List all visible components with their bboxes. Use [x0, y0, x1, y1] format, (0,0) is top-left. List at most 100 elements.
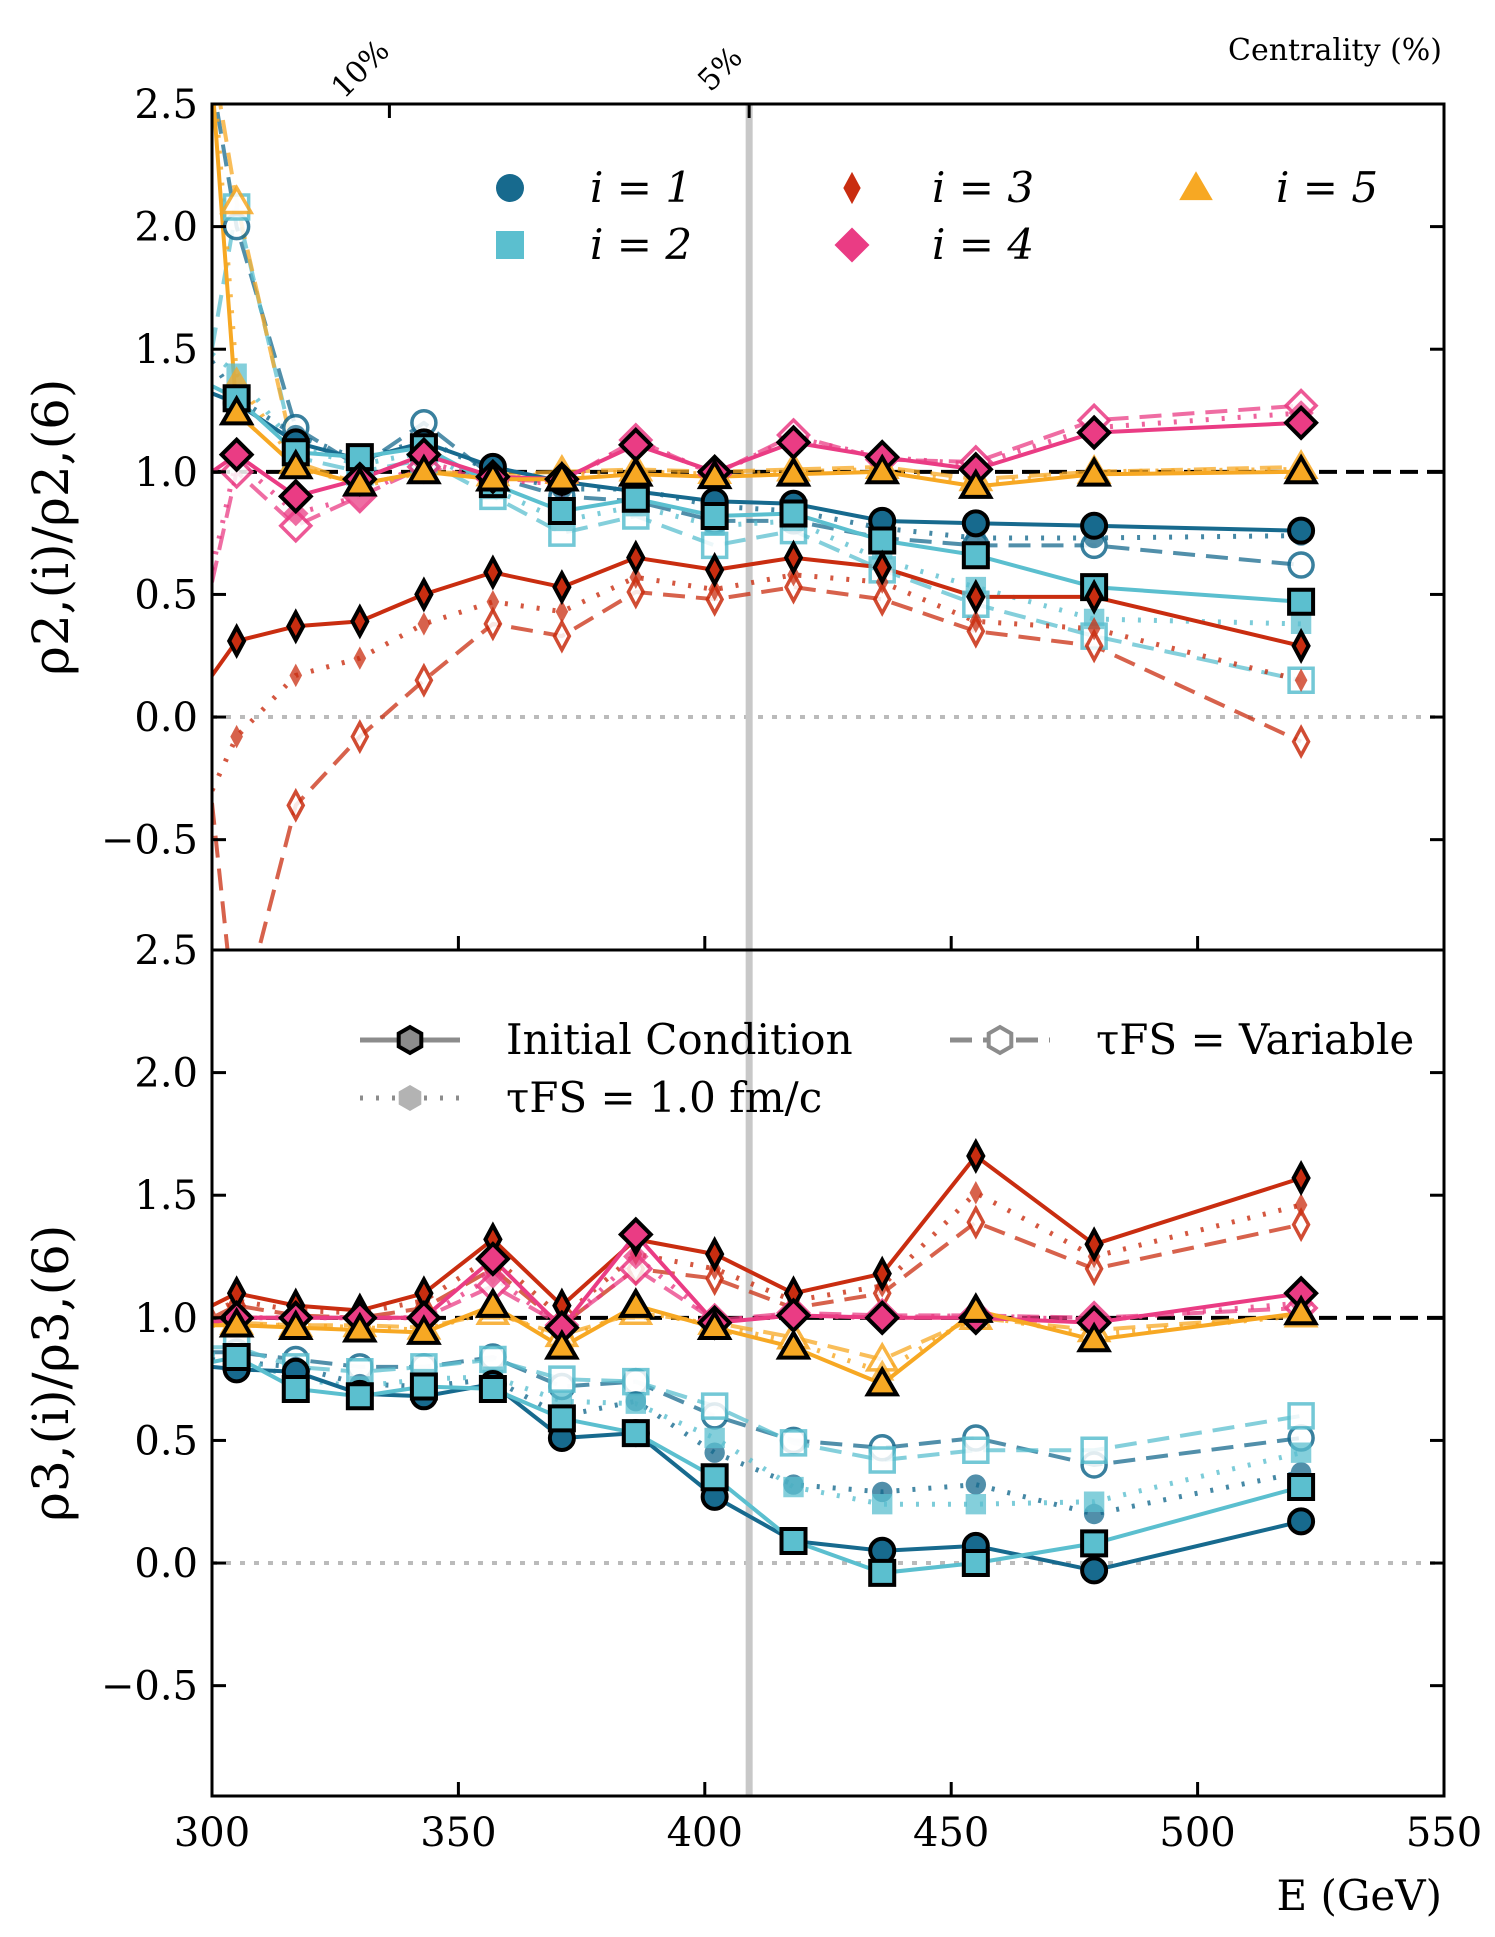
top-centrality-axis: Centrality (%) 10% 5%: [325, 33, 1442, 105]
data-point-i5-ic: [775, 455, 812, 487]
x-tick-label: 500: [1159, 1810, 1235, 1856]
data-point-i5-ic: [544, 1328, 580, 1360]
legend-marker-i1: [496, 174, 524, 202]
data-point-i2-ic: [700, 501, 729, 530]
data-point-i5-ic: [864, 453, 901, 485]
top-axis-title: Centrality (%): [1228, 33, 1442, 68]
y-tick-label: 2.5: [134, 928, 198, 974]
data-point-i2-ic: [222, 1343, 251, 1372]
data-point-i3-ic: [1291, 627, 1311, 664]
legend-hexagon-icon: [986, 1024, 1014, 1056]
series-line-i1-var: [214, 104, 1302, 567]
legend-item-i5: i = 5: [1179, 163, 1378, 212]
data-point-i5-ic: [696, 458, 733, 490]
top-axis-label: 5%: [691, 40, 749, 98]
legend-marker-i5: [1179, 171, 1213, 201]
data-point-i3-var: [784, 569, 803, 605]
series-line-i2-fs1: [212, 352, 1302, 627]
legend-item-i3: i = 3: [843, 163, 1034, 212]
bottom-panel-plot-area: [212, 950, 1444, 1796]
y-tick-label: 1.5: [134, 327, 198, 373]
data-point-i3-ic: [872, 1255, 892, 1292]
y-tick-label: 2.0: [134, 205, 198, 251]
data-point-i3-fs1: [230, 724, 243, 749]
data-point-i3-fs1: [555, 599, 569, 624]
data-point-i3-ic: [626, 539, 646, 576]
data-point-i3-fs1: [1294, 668, 1308, 692]
data-point-i5-ic: [864, 1365, 901, 1397]
data-point-i2-ic: [345, 443, 374, 472]
data-point-i5-ic: [957, 468, 994, 499]
legend-style-label: τFS = 1.0 fm/c: [506, 1073, 822, 1122]
data-point-i1-ic: [1080, 511, 1109, 540]
data-point-i3-ic: [872, 549, 892, 586]
data-point-i3-fs1: [708, 577, 721, 602]
x-axis-label: E (GeV): [1276, 1871, 1442, 1920]
data-point-i2-ic: [345, 1382, 374, 1411]
legend-style-ic: Initial Condition: [360, 1015, 853, 1064]
data-point-i2-var: [548, 1365, 576, 1393]
series-line-i3-var: [212, 585, 1302, 950]
data-point-i2-ic: [700, 1463, 729, 1492]
data-point-i1-ic: [961, 509, 990, 538]
y-tick-label: 0.0: [134, 1541, 198, 1587]
bottom-panel: −0.5 0.0 0.5 1.0 1.5 2.0 2.5 300 350 400 450 500 550: [101, 928, 1482, 1856]
data-point-i2-ic: [281, 1374, 310, 1403]
x-tick-label: 450: [913, 1810, 989, 1856]
data-point-i3-var: [1084, 1251, 1104, 1287]
data-point-i2-ic: [961, 541, 990, 570]
data-point-i4-ic: [617, 1216, 654, 1253]
data-point-i3-ic: [704, 551, 725, 588]
legend-marker-i2: [496, 231, 524, 259]
y-tick-label: 0.5: [134, 572, 198, 618]
data-point-i2-var: [1080, 1436, 1108, 1464]
data-point-i1-fs1: [965, 1474, 987, 1495]
series-line-i5-ic: [212, 104, 1302, 489]
data-point-i2-fs1: [872, 1493, 893, 1515]
data-point-i2-ic: [547, 497, 576, 526]
data-point-i3-var: [286, 787, 306, 823]
data-point-i3-ic: [1291, 1160, 1311, 1197]
data-point-i3-ic: [286, 608, 306, 645]
data-point-i3-fs1: [1294, 1193, 1308, 1217]
data-point-i3-fs1: [629, 565, 643, 589]
data-point-i2-fs1: [1083, 1491, 1105, 1512]
legend-label-i5: i = 5: [1276, 163, 1378, 212]
bottom-panel-frame: [210, 948, 1446, 1798]
series-line-i2-var: [212, 1345, 1302, 1463]
bottom-panel-ylabel: ρ3,(i)/ρ3,(6): [22, 1225, 80, 1522]
data-point-i4-ic: [1076, 414, 1112, 451]
data-point-i2-fs1: [704, 1427, 725, 1449]
data-point-i5-fs1: [224, 366, 249, 388]
y-tick-label: −0.5: [101, 1664, 198, 1710]
species-legend: i = 1 i = 2 i = 3 i = 4 i = 5: [496, 163, 1378, 269]
series-line-i1-fs1: [212, 1357, 1302, 1517]
data-point-i3-var: [1291, 1207, 1311, 1243]
series-line-i5-fs1: [213, 104, 1302, 489]
data-point-i5-var: [219, 184, 255, 215]
data-point-i2-fs1: [783, 1476, 804, 1498]
data-point-i3-var: [966, 1204, 986, 1240]
data-point-i3-fs1: [969, 1181, 983, 1205]
data-point-i5-ic: [475, 1287, 511, 1318]
data-point-i4-ic: [864, 1300, 901, 1336]
legend-item-i2: i = 2: [496, 220, 692, 269]
data-point-i3-ic: [704, 1236, 725, 1273]
data-point-i5-ic: [218, 1306, 255, 1338]
data-point-i3-var: [552, 618, 572, 654]
data-point-i1-ic: [1287, 516, 1316, 545]
legend-style-label: τFS = Variable: [1096, 1015, 1414, 1064]
data-point-i3-fs1: [1087, 617, 1101, 641]
data-point-i3-ic: [1084, 578, 1104, 615]
legend-hexagon-icon: [398, 1085, 422, 1111]
series-line-i1-var: [212, 1350, 1302, 1467]
legend-label-i1: i = 1: [590, 163, 692, 212]
data-point-i2-ic: [1287, 587, 1316, 616]
series-line-i3-ic: [212, 1154, 1302, 1313]
data-point-i5-ic: [277, 1309, 314, 1340]
data-point-i2-fs1: [1290, 1442, 1312, 1463]
series-line-i3-ic: [212, 555, 1302, 677]
top-panel: −0.5 0.0 0.5 1.0 1.5 2.0 2.5: [101, 82, 1446, 952]
legend-label-i4: i = 4: [932, 220, 1034, 269]
data-point-i2-var: [479, 1345, 507, 1374]
